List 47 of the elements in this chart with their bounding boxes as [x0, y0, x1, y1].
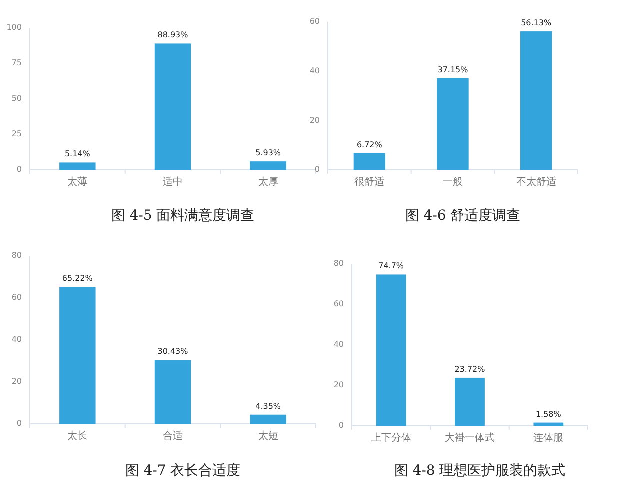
data-label: 5.14% [64, 150, 91, 159]
y-tick-label: 60 [12, 293, 22, 302]
data-label: 5.93% [256, 148, 282, 158]
y-tick-label: 20 [12, 377, 22, 386]
data-label: 37.15% [438, 65, 469, 74]
y-tick-label: 75 [12, 58, 22, 68]
data-label: 88.93% [158, 30, 189, 40]
y-tick-label: 40 [310, 66, 320, 76]
y-tick-label: 20 [334, 380, 344, 390]
data-label: 4.35% [256, 402, 282, 411]
data-label: 74.7% [378, 262, 404, 271]
x-tick-label: 合适 [163, 430, 183, 442]
y-tick-label: 25 [12, 130, 22, 139]
y-tick-label: 60 [334, 300, 344, 309]
y-tick-label: 40 [12, 335, 22, 344]
y-tick-label: 0 [338, 421, 344, 430]
x-tick-label: 一般 [443, 177, 463, 188]
y-tick-label: 50 [12, 94, 22, 104]
data-label: 6.72% [356, 140, 383, 150]
y-tick-label: 80 [334, 259, 344, 268]
data-label: 30.43% [158, 347, 189, 356]
text: 图 4-6 舒适度调查 [405, 208, 521, 224]
y-tick-label: 0 [314, 165, 320, 174]
text: 图 4-8 理想医护服装的款式 [394, 463, 566, 479]
y-tick-label: 80 [12, 251, 22, 260]
y-tick-label: 40 [334, 340, 344, 350]
x-tick-label: 太长 [68, 430, 88, 442]
x-tick-label: 太厚 [258, 176, 278, 188]
x-tick-label: 连体服 [534, 432, 564, 444]
data-label: 65.22% [62, 274, 94, 284]
x-tick-label: 上下分体 [371, 432, 412, 444]
y-tick-label: 100 [6, 23, 22, 32]
data-label: 56.13% [521, 18, 552, 28]
x-tick-label: 太薄 [68, 176, 88, 188]
y-tick-label: 0 [16, 419, 22, 428]
x-tick-label: 很舒适 [354, 176, 385, 188]
x-tick-label: 适中 [163, 176, 183, 188]
data-label: 23.72% [454, 364, 486, 374]
x-tick-label: 太短 [258, 430, 278, 442]
data-label: 1.58% [536, 410, 562, 419]
y-tick-label: 0 [16, 165, 22, 174]
y-tick-label: 20 [310, 116, 320, 125]
y-tick-label: 60 [310, 17, 320, 26]
text: 图 4-5 面料满意度调查 [111, 208, 255, 224]
x-tick-label: 大褂一体式 [445, 432, 495, 444]
x-tick-label: 不太舒适 [516, 176, 556, 188]
text: 图 4-7 衣长合适度 [125, 463, 241, 479]
